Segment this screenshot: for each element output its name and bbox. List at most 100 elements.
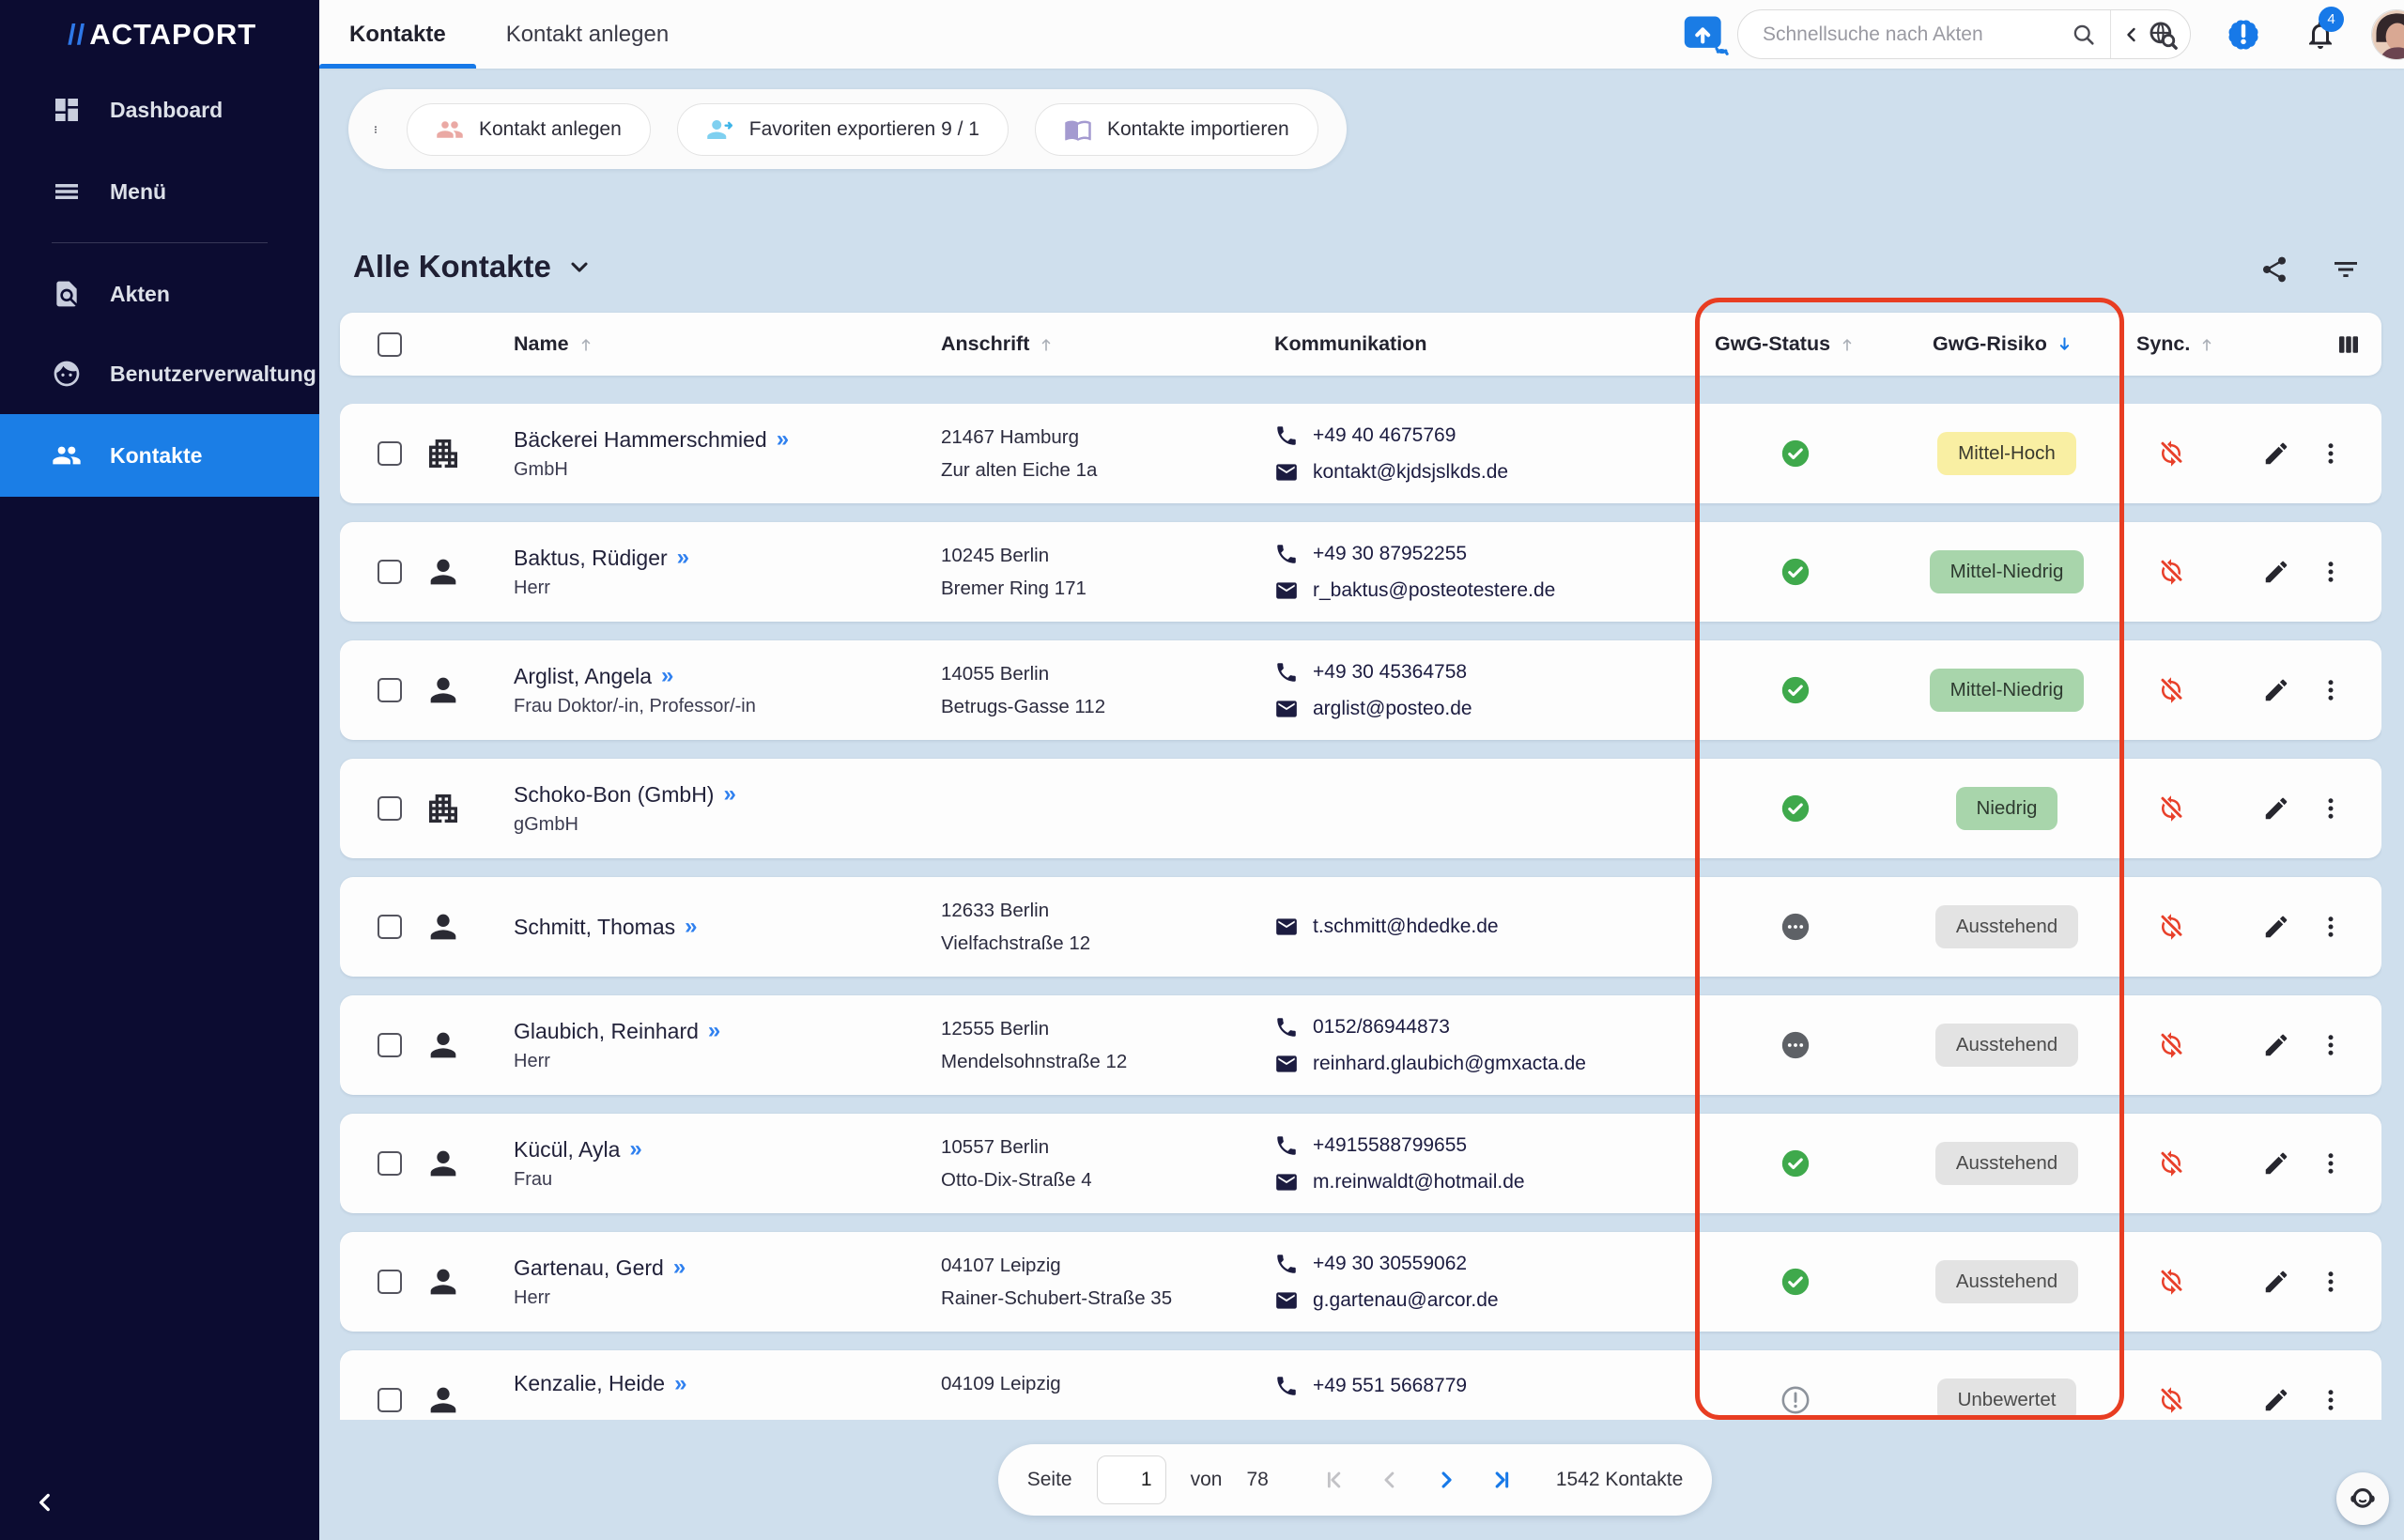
last-page-button[interactable] <box>1487 1464 1518 1496</box>
next-page-button[interactable] <box>1430 1464 1462 1496</box>
contact-email[interactable]: kontakt@kjdsjslkds.de <box>1313 460 1509 483</box>
row-checkbox[interactable] <box>378 560 402 584</box>
notifications-button[interactable]: 4 <box>2304 6 2344 52</box>
row-menu-button[interactable] <box>2317 439 2345 468</box>
contact-email[interactable]: t.schmitt@hdedke.de <box>1313 916 1499 937</box>
support-chat-button[interactable] <box>2336 1472 2389 1525</box>
contact-email[interactable]: reinhard.glaubich@gmxacta.de <box>1313 1052 1586 1074</box>
sidebar-item-benutzerverwaltung[interactable]: Benutzerverwaltung <box>0 332 319 415</box>
row-menu-button[interactable] <box>2317 676 2345 704</box>
contact-email[interactable]: g.gartenau@arcor.de <box>1313 1288 1499 1311</box>
contact-phone[interactable]: +49 30 30559062 <box>1313 1252 1468 1274</box>
row-menu-button[interactable] <box>2317 794 2345 823</box>
sync-toggle[interactable] <box>2157 794 2185 823</box>
page-number-input[interactable] <box>1096 1455 1166 1504</box>
edit-contact-button[interactable] <box>2262 558 2290 586</box>
import-contacts-button[interactable]: Kontakte importieren <box>1034 102 1318 156</box>
row-menu-button[interactable] <box>2317 1268 2345 1296</box>
sidebar-item-menu[interactable]: Menü <box>0 150 319 233</box>
sync-toggle[interactable] <box>2157 1386 2185 1414</box>
row-checkbox[interactable] <box>378 678 402 702</box>
column-settings-button[interactable] <box>2335 331 2363 359</box>
open-contact-icon[interactable]: » <box>776 426 790 452</box>
open-contact-icon[interactable]: » <box>629 1136 642 1162</box>
first-page-button[interactable] <box>1318 1464 1349 1496</box>
open-contact-icon[interactable]: » <box>674 1370 687 1396</box>
edit-contact-button[interactable] <box>2262 676 2290 704</box>
edit-contact-button[interactable] <box>2262 1268 2290 1296</box>
sidebar-item-dashboard[interactable]: Dashboard <box>0 69 319 151</box>
edit-contact-button[interactable] <box>2262 913 2290 941</box>
row-checkbox[interactable] <box>378 1270 402 1294</box>
contact-name[interactable]: Schmitt, Thomas <box>514 914 676 939</box>
edit-contact-button[interactable] <box>2262 1031 2290 1059</box>
sync-toggle[interactable] <box>2157 439 2185 468</box>
search-input[interactable] <box>1738 23 2071 46</box>
sidebar-item-kontakte[interactable]: Kontakte <box>0 414 319 497</box>
create-contact-button[interactable]: Kontakt anlegen <box>407 102 651 156</box>
toolbar-kebab-button[interactable] <box>371 116 380 144</box>
share-button[interactable] <box>2259 254 2289 285</box>
contact-phone[interactable]: +49 40 4675769 <box>1313 424 1456 446</box>
row-checkbox[interactable] <box>378 1388 402 1412</box>
whats-new-button[interactable] <box>2223 14 2264 55</box>
contact-phone[interactable]: +4915588799655 <box>1313 1133 1468 1156</box>
sync-toggle[interactable] <box>2157 558 2185 586</box>
contact-name[interactable]: Kücül, Ayla <box>514 1136 621 1162</box>
open-contact-icon[interactable]: » <box>676 545 689 570</box>
open-contact-icon[interactable]: » <box>707 1018 721 1043</box>
contact-email[interactable]: r_baktus@posteotestere.de <box>1313 578 1556 601</box>
view-selector[interactable]: Alle Kontakte <box>353 249 593 285</box>
contact-phone[interactable]: +49 30 87952255 <box>1313 542 1468 564</box>
contact-email[interactable]: arglist@posteo.de <box>1313 697 1472 719</box>
tab-kontakt-anlegen[interactable]: Kontakt anlegen <box>505 21 670 47</box>
column-header-gwg-status[interactable]: GwG-Status <box>1715 332 1857 356</box>
row-menu-button[interactable] <box>2317 1031 2345 1059</box>
sync-toggle[interactable] <box>2157 1149 2185 1178</box>
column-header-name[interactable]: Name <box>514 332 595 356</box>
collapse-search-chevron-icon[interactable] <box>2120 23 2143 46</box>
select-all-checkbox[interactable] <box>378 331 402 357</box>
sidebar-collapse-button[interactable] <box>24 1482 66 1523</box>
row-checkbox[interactable] <box>378 1033 402 1057</box>
contact-name[interactable]: Gartenau, Gerd <box>514 1255 664 1280</box>
row-menu-button[interactable] <box>2317 1386 2345 1414</box>
contact-name[interactable]: Kenzalie, Heide <box>514 1371 666 1395</box>
contact-phone[interactable]: +49 551 5668779 <box>1313 1375 1468 1396</box>
open-contact-icon[interactable]: » <box>661 663 674 688</box>
edit-contact-button[interactable] <box>2262 794 2290 823</box>
previous-page-button[interactable] <box>1374 1464 1406 1496</box>
contact-name[interactable]: Arglist, Angela <box>514 663 653 688</box>
export-favorites-button[interactable]: Favoriten exportieren 9 / 1 <box>676 102 1009 156</box>
contact-email[interactable]: m.reinwaldt@hotmail.de <box>1313 1170 1525 1193</box>
edit-contact-button[interactable] <box>2262 1149 2290 1178</box>
contact-name[interactable]: Schoko-Bon (GmbH) <box>514 781 715 807</box>
row-menu-button[interactable] <box>2317 558 2345 586</box>
column-header-sync[interactable]: Sync. <box>2136 332 2216 356</box>
filter-button[interactable] <box>2331 254 2361 285</box>
user-avatar[interactable] <box>2371 8 2404 60</box>
column-header-kommunikation[interactable]: Kommunikation <box>1274 332 1427 355</box>
archive-sync-button[interactable] <box>1681 11 1730 58</box>
sidebar-item-akten[interactable]: Akten <box>0 253 319 335</box>
contact-name[interactable]: Glaubich, Reinhard <box>514 1018 699 1043</box>
contact-name[interactable]: Baktus, Rüdiger <box>514 545 668 570</box>
column-header-anschrift[interactable]: Anschrift <box>941 332 1056 356</box>
row-menu-button[interactable] <box>2317 1149 2345 1178</box>
open-contact-icon[interactable]: » <box>685 914 698 939</box>
row-checkbox[interactable] <box>378 915 402 939</box>
tab-kontakte[interactable]: Kontakte <box>319 0 476 69</box>
row-checkbox[interactable] <box>378 796 402 821</box>
edit-contact-button[interactable] <box>2262 439 2290 468</box>
contact-phone[interactable]: +49 30 45364758 <box>1313 660 1468 683</box>
sync-toggle[interactable] <box>2157 1031 2185 1059</box>
sync-toggle[interactable] <box>2157 676 2185 704</box>
edit-contact-button[interactable] <box>2262 1386 2290 1414</box>
row-checkbox[interactable] <box>378 1151 402 1176</box>
global-search-icon[interactable] <box>2147 19 2179 51</box>
contact-phone[interactable]: 0152/86944873 <box>1313 1015 1450 1038</box>
open-contact-icon[interactable]: » <box>672 1255 686 1280</box>
row-menu-button[interactable] <box>2317 913 2345 941</box>
sync-toggle[interactable] <box>2157 913 2185 941</box>
row-checkbox[interactable] <box>378 441 402 466</box>
